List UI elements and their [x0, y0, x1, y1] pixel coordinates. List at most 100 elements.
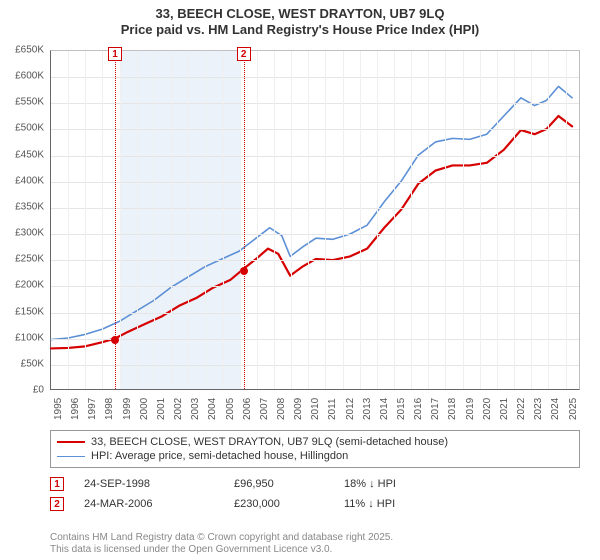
gridline-v — [223, 51, 224, 389]
gridline-v — [102, 51, 103, 389]
sale-point-icon — [111, 336, 119, 344]
gridline-v — [120, 51, 121, 389]
y-tick-label: £650K — [15, 45, 44, 56]
y-tick-label: £600K — [15, 71, 44, 82]
title-address: 33, BEECH CLOSE, WEST DRAYTON, UB7 9LQ — [0, 6, 600, 22]
gridline-h — [51, 103, 579, 104]
title-subtitle: Price paid vs. HM Land Registry's House … — [0, 22, 600, 38]
gridline-v — [291, 51, 292, 389]
gridline-h — [51, 339, 579, 340]
x-tick-label: 1999 — [122, 398, 133, 420]
legend: 33, BEECH CLOSE, WEST DRAYTON, UB7 9LQ (… — [50, 430, 580, 468]
marker-badge-2-icon: 2 — [50, 497, 64, 511]
x-tick-label: 1997 — [87, 398, 98, 420]
footer: Contains HM Land Registry data © Crown c… — [50, 532, 580, 556]
x-tick-label: 2022 — [516, 398, 527, 420]
x-tick-label: 2018 — [447, 398, 458, 420]
gridline-v — [188, 51, 189, 389]
marker-line — [244, 51, 245, 389]
gridline-v — [497, 51, 498, 389]
x-tick-label: 2009 — [293, 398, 304, 420]
x-tick-label: 2019 — [465, 398, 476, 420]
footer-line2: This data is licensed under the Open Gov… — [50, 544, 580, 556]
x-tick-label: 2013 — [362, 398, 373, 420]
gridline-v — [68, 51, 69, 389]
sale-point-icon — [240, 267, 248, 275]
gridline-v — [394, 51, 395, 389]
y-tick-label: £150K — [15, 306, 44, 317]
y-tick-label: £50K — [21, 358, 44, 369]
gridline-v — [274, 51, 275, 389]
marker-badge-icon: 2 — [237, 47, 251, 61]
x-tick-label: 2003 — [190, 398, 201, 420]
gridline-v — [137, 51, 138, 389]
x-tick-label: 2012 — [345, 398, 356, 420]
x-tick-label: 2004 — [207, 398, 218, 420]
sale-delta-2: 11% ↓ HPI — [344, 498, 454, 510]
gridline-v — [85, 51, 86, 389]
gridline-v — [325, 51, 326, 389]
y-tick-label: £450K — [15, 149, 44, 160]
x-tick-label: 1996 — [70, 398, 81, 420]
y-tick-label: £100K — [15, 332, 44, 343]
x-tick-label: 2023 — [533, 398, 544, 420]
gridline-v — [463, 51, 464, 389]
gridline-v — [514, 51, 515, 389]
x-tick-label: 2002 — [173, 398, 184, 420]
y-tick-label: £400K — [15, 175, 44, 186]
x-tick-label: 2014 — [379, 398, 390, 420]
sale-delta-1: 18% ↓ HPI — [344, 478, 454, 490]
x-tick-label: 2007 — [259, 398, 270, 420]
x-tick-label: 1998 — [104, 398, 115, 420]
x-tick-label: 2006 — [242, 398, 253, 420]
legend-swatch-property — [57, 441, 85, 443]
y-tick-label: £350K — [15, 201, 44, 212]
gridline-v — [171, 51, 172, 389]
gridline-v — [445, 51, 446, 389]
x-tick-label: 2011 — [327, 398, 338, 420]
x-tick-label: 1995 — [53, 398, 64, 420]
legend-swatch-hpi — [57, 456, 85, 457]
legend-item-hpi: HPI: Average price, semi-detached house,… — [57, 449, 573, 463]
y-tick-label: £500K — [15, 123, 44, 134]
gridline-h — [51, 156, 579, 157]
marker-badge-icon: 1 — [108, 47, 122, 61]
gridline-h — [51, 260, 579, 261]
x-tick-label: 2016 — [413, 398, 424, 420]
gridline-v — [154, 51, 155, 389]
x-tick-label: 2024 — [550, 398, 561, 420]
legend-label-property: 33, BEECH CLOSE, WEST DRAYTON, UB7 9LQ (… — [91, 436, 448, 448]
sale-date-2: 24-MAR-2006 — [84, 498, 234, 510]
gridline-h — [51, 365, 579, 366]
y-tick-label: £550K — [15, 97, 44, 108]
chart-container: 33, BEECH CLOSE, WEST DRAYTON, UB7 9LQ P… — [0, 0, 600, 560]
sale-price-2: £230,000 — [234, 498, 344, 510]
gridline-v — [343, 51, 344, 389]
gridline-v — [205, 51, 206, 389]
y-tick-label: £0 — [33, 385, 44, 396]
series-property — [51, 116, 572, 348]
gridline-h — [51, 208, 579, 209]
y-tick-label: £250K — [15, 254, 44, 265]
y-axis-labels: £0£50K£100K£150K£200K£250K£300K£350K£400… — [0, 50, 48, 390]
x-tick-label: 2000 — [139, 398, 150, 420]
x-tick-label: 2015 — [396, 398, 407, 420]
gridline-v — [480, 51, 481, 389]
gridline-v — [411, 51, 412, 389]
series-hpi — [51, 86, 572, 339]
sale-row-1: 1 24-SEP-1998 £96,950 18% ↓ HPI — [50, 474, 580, 494]
marker-badge-1-icon: 1 — [50, 477, 64, 491]
gridline-v — [257, 51, 258, 389]
legend-label-hpi: HPI: Average price, semi-detached house,… — [91, 450, 348, 462]
footer-line1: Contains HM Land Registry data © Crown c… — [50, 532, 580, 544]
x-tick-label: 2008 — [276, 398, 287, 420]
gridline-v — [566, 51, 567, 389]
y-tick-label: £300K — [15, 228, 44, 239]
legend-item-property: 33, BEECH CLOSE, WEST DRAYTON, UB7 9LQ (… — [57, 435, 573, 449]
gridline-v — [548, 51, 549, 389]
plot-area: 12 — [50, 50, 580, 390]
x-tick-label: 2017 — [430, 398, 441, 420]
y-tick-label: £200K — [15, 280, 44, 291]
sale-row-2: 2 24-MAR-2006 £230,000 11% ↓ HPI — [50, 494, 580, 514]
gridline-v — [377, 51, 378, 389]
